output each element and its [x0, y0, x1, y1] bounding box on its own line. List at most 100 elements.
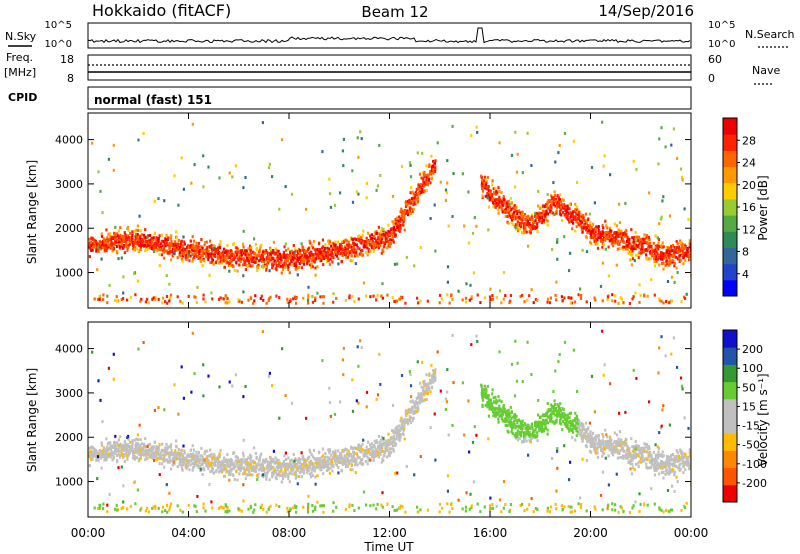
velocity-cell [318, 462, 322, 465]
power-cell [215, 261, 218, 265]
velocity-cell [299, 465, 302, 469]
velocity-cell [481, 403, 484, 407]
power-cell [519, 295, 522, 298]
power-cell [278, 252, 281, 256]
power-cell [181, 301, 184, 305]
power-cell [576, 181, 579, 184]
velocity-cell [485, 395, 488, 399]
power-cell [328, 262, 331, 266]
velocity-cell [249, 457, 252, 461]
cpid-frame [87, 86, 692, 110]
power-cell [309, 241, 312, 245]
power-cell [510, 207, 513, 211]
power-cell [211, 258, 215, 262]
velocity-cell [167, 445, 170, 449]
power-cell [284, 242, 287, 246]
power-cell [109, 235, 112, 239]
power-cell [305, 258, 308, 262]
velocity-cell [276, 468, 279, 472]
power-cell [634, 238, 637, 242]
velocity-cell [360, 445, 363, 448]
power-cell [470, 295, 473, 299]
velocity-cell [219, 460, 222, 464]
power-cell [205, 255, 208, 259]
power-cell [379, 236, 382, 240]
power-cell [545, 209, 548, 213]
power-cell [110, 241, 113, 245]
power-cell [97, 170, 100, 174]
power-cell [158, 264, 161, 268]
velocity-cell [485, 390, 488, 394]
power-cell [237, 256, 240, 260]
power-cell [158, 234, 161, 238]
power-cell [335, 254, 338, 258]
power-cell [372, 247, 375, 251]
power-cell [606, 295, 609, 299]
power-cell [611, 299, 614, 303]
power-cell [580, 294, 583, 297]
power-cell [626, 247, 629, 251]
velocity-cell [211, 467, 215, 471]
velocity-cell [191, 468, 194, 472]
power-cell [568, 269, 571, 273]
velocity-cell [250, 462, 253, 466]
velocity-cell [114, 452, 117, 456]
power-cell [412, 196, 415, 200]
power-cell [171, 254, 174, 258]
power-cell [420, 190, 423, 194]
power-cell [202, 154, 205, 158]
power-cell [409, 206, 412, 210]
power-cell [570, 296, 573, 300]
velocity-cell [352, 459, 355, 463]
power-cell [585, 236, 588, 240]
power-cell [108, 283, 111, 287]
power-cell [512, 206, 515, 210]
power-cell [377, 246, 380, 250]
power-cell [320, 256, 323, 260]
power-cell [394, 299, 397, 303]
velocity-cell [340, 456, 343, 460]
power-cell [409, 201, 412, 205]
power-cell [563, 131, 567, 135]
power-cell [350, 249, 353, 253]
power-cell [179, 249, 182, 253]
power-cell [685, 292, 688, 296]
power-cell [173, 253, 176, 257]
power-cell [546, 223, 549, 227]
power-cell [355, 243, 358, 247]
power-cell [242, 186, 245, 190]
power-cell [209, 245, 212, 249]
power-cell [484, 178, 488, 182]
velocity-cell [404, 410, 407, 414]
velocity-cell [531, 433, 534, 437]
power-cell [383, 233, 386, 237]
power-cell [169, 249, 172, 253]
power-cell [167, 236, 170, 240]
power-cell [601, 224, 604, 227]
velocity-cell [306, 470, 309, 474]
velocity-cell [492, 410, 495, 414]
power-cell [210, 252, 213, 256]
power-cell [228, 171, 231, 175]
power-cell [646, 256, 649, 260]
power-cell [296, 273, 299, 277]
power-cell [661, 246, 664, 249]
velocity-cell [355, 458, 358, 462]
velocity-cell [122, 443, 125, 447]
power-cell [193, 255, 196, 259]
power-cell [155, 238, 158, 242]
power-cell [388, 230, 391, 234]
power-cell [240, 257, 243, 261]
velocity-cell [99, 454, 102, 458]
power-cell [571, 214, 575, 218]
velocity-cell [321, 447, 324, 451]
power-cell [211, 297, 214, 301]
power-cell [666, 262, 669, 266]
power-cell [391, 235, 394, 239]
power-cell [430, 176, 433, 180]
power-cell [142, 239, 145, 243]
velocity-cell [158, 457, 162, 461]
power-cell [105, 249, 108, 253]
power-cell [529, 223, 532, 227]
